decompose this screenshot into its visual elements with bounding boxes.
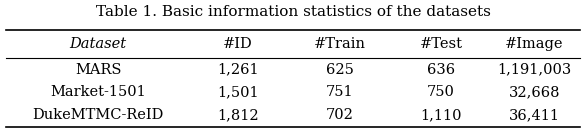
- Text: 750: 750: [427, 85, 455, 99]
- Text: 636: 636: [427, 63, 455, 77]
- Text: 1,110: 1,110: [420, 108, 462, 122]
- Text: #Train: #Train: [314, 37, 366, 51]
- Text: 36,411: 36,411: [509, 108, 560, 122]
- Text: 1,501: 1,501: [217, 85, 259, 99]
- Text: 32,668: 32,668: [509, 85, 560, 99]
- Text: #Test: #Test: [420, 37, 462, 51]
- Text: 625: 625: [326, 63, 353, 77]
- Text: Market-1501: Market-1501: [50, 85, 146, 99]
- Text: 1,191,003: 1,191,003: [498, 63, 571, 77]
- Text: 1,261: 1,261: [217, 63, 259, 77]
- Text: Dataset: Dataset: [70, 37, 127, 51]
- Text: 1,812: 1,812: [217, 108, 259, 122]
- Text: #ID: #ID: [223, 37, 253, 51]
- Text: 751: 751: [326, 85, 353, 99]
- Text: Table 1. Basic information statistics of the datasets: Table 1. Basic information statistics of…: [96, 5, 490, 19]
- Text: MARS: MARS: [75, 63, 121, 77]
- Text: 702: 702: [326, 108, 353, 122]
- Text: DukeMTMC-ReID: DukeMTMC-ReID: [32, 108, 164, 122]
- Text: #Image: #Image: [505, 37, 564, 51]
